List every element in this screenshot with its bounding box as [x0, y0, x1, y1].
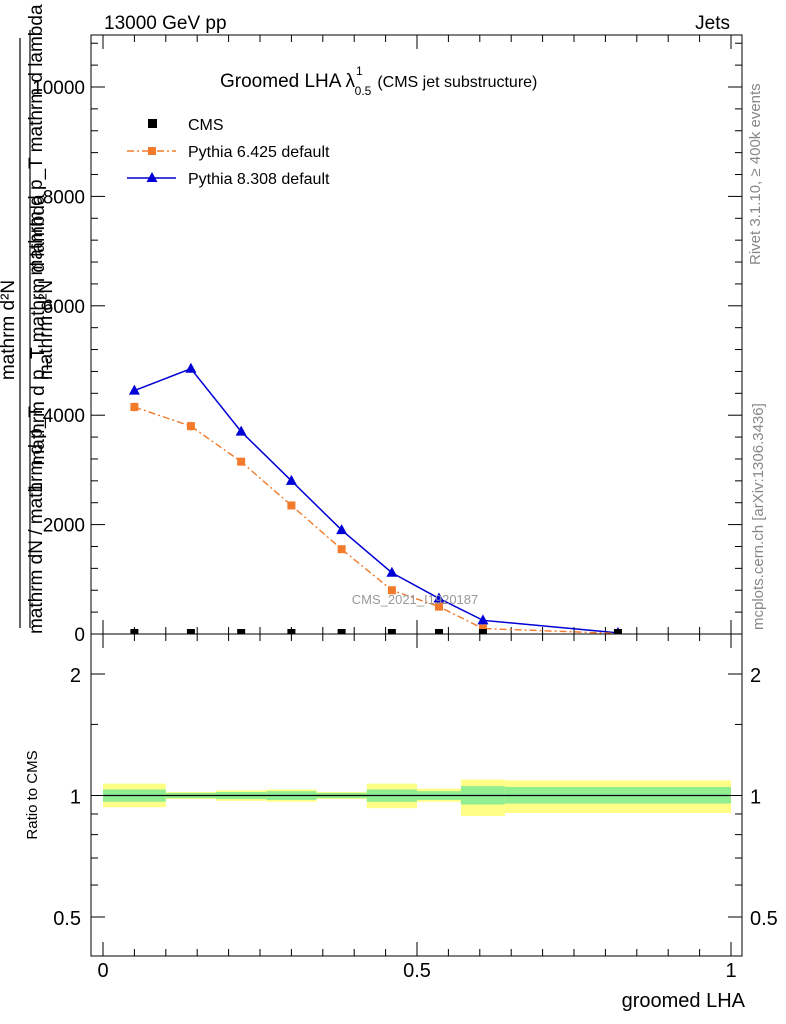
- py8-point: [285, 474, 297, 485]
- py6-point: [287, 501, 296, 510]
- ratio-y-tick-label: 0.5: [53, 908, 81, 930]
- main-y-tick-label: 8000: [43, 187, 85, 208]
- py8-point: [128, 384, 140, 395]
- py8-point: [433, 592, 445, 603]
- cms-point: [237, 629, 246, 637]
- title-main: Groomed LHA: [220, 71, 342, 92]
- ylabel-den-right: mathrm d p_T mathrm d lambda: [26, 4, 47, 275]
- legend-py6-marker: [148, 147, 156, 155]
- mcplots-label: mcplots.cern.ch [arXiv:1306.3436]: [750, 403, 767, 630]
- legend: CMS Pythia 6.425 default Pythia 8.308 defa…: [127, 117, 330, 188]
- cms-point: [434, 629, 443, 637]
- py6-point: [434, 602, 443, 611]
- main-y-tick-label: 2000: [43, 516, 85, 537]
- cms-point: [186, 629, 195, 637]
- main-y-tick-label: 4000: [43, 406, 85, 427]
- cms-point: [130, 629, 139, 637]
- cms-point: [287, 629, 296, 637]
- ratio-y-tick-label-right: 0.5: [750, 908, 778, 930]
- ratio-panel-frame: [90, 633, 743, 957]
- analysis-watermark: CMS_2021_I1920187: [352, 592, 479, 607]
- x-tick-label: 0.5: [403, 960, 431, 982]
- ratio-bands: [103, 779, 731, 816]
- py8-point: [185, 362, 197, 373]
- rivet-version-label: Rivet 3.1.10, ≥ 400k events: [747, 83, 764, 265]
- main-panel-bg: [91, 35, 742, 634]
- py6-point: [237, 457, 246, 466]
- ratio-y-tick-label-right: 2: [750, 665, 761, 687]
- py8-point: [336, 524, 348, 535]
- main-y-axis-label: 1 mathrm d²N mathrm d²N mathrm d p_T mat…: [0, 4, 57, 634]
- ylabel-den-left: mathrm dN / mathrm d p_T: [26, 406, 47, 634]
- header-right-label: Jets: [695, 13, 730, 34]
- ylabel-denominator: mathrm d p_T mathrm d lambda: [28, 194, 49, 465]
- legend-label: Pythia 6.425 default: [188, 144, 330, 161]
- legend-label: CMS: [188, 117, 224, 134]
- ylabel-inner-num: mathrm d²N: [0, 280, 19, 380]
- header-left-label: 13000 GeV pp: [104, 13, 227, 34]
- ratio-axes: 0.5 0.5 1 1 2 2 0 0.5 1: [53, 634, 778, 982]
- main-y-tick-label: 0: [74, 625, 85, 646]
- py6-point: [186, 422, 195, 431]
- py8-point: [477, 614, 489, 625]
- ratio-y-tick-label: 1: [70, 787, 81, 809]
- py6-point: [337, 545, 346, 554]
- x-tick-label: 0: [97, 960, 108, 982]
- cms-point: [337, 629, 346, 637]
- py6-point: [130, 402, 139, 411]
- ratio-y-tick-label-right: 1: [750, 787, 761, 809]
- main-y-tick-label: 6000: [43, 297, 85, 318]
- py6-line: [134, 406, 618, 635]
- py8-point: [235, 425, 247, 436]
- x-tick-label: 1: [725, 960, 736, 982]
- legend-py8-marker: [146, 172, 158, 182]
- title-sup: 1: [356, 64, 363, 78]
- plot-title: Groomed LHA λ1 0.5 (CMS jet substructure): [220, 64, 537, 98]
- legend-label: Pythia 8.308 default: [188, 171, 330, 188]
- main-y-tick-label: 10000: [32, 78, 85, 99]
- main-y-axis: 0 2000 4000 6000 8000 10000: [32, 42, 742, 646]
- cms-point: [478, 629, 487, 637]
- ratio-y-axis-label: Ratio to CMS: [24, 750, 41, 839]
- py6-point: [387, 586, 396, 595]
- cms-point: [387, 629, 396, 637]
- ylabel-numerator: mathrm d²N: [36, 280, 57, 380]
- py8-point: [386, 566, 398, 577]
- title-suffix: (CMS jet substructure): [377, 74, 537, 91]
- ratio-y-tick-label: 2: [70, 665, 81, 687]
- title-lambda: λ: [345, 71, 355, 92]
- title-sub: 0.5: [355, 84, 372, 98]
- ylabel-one: 1: [26, 483, 47, 494]
- x-axis-label: groomed LHA: [622, 990, 746, 1012]
- legend-cms-marker: [148, 119, 157, 128]
- cms-point: [613, 629, 622, 637]
- py6-point: [478, 624, 487, 633]
